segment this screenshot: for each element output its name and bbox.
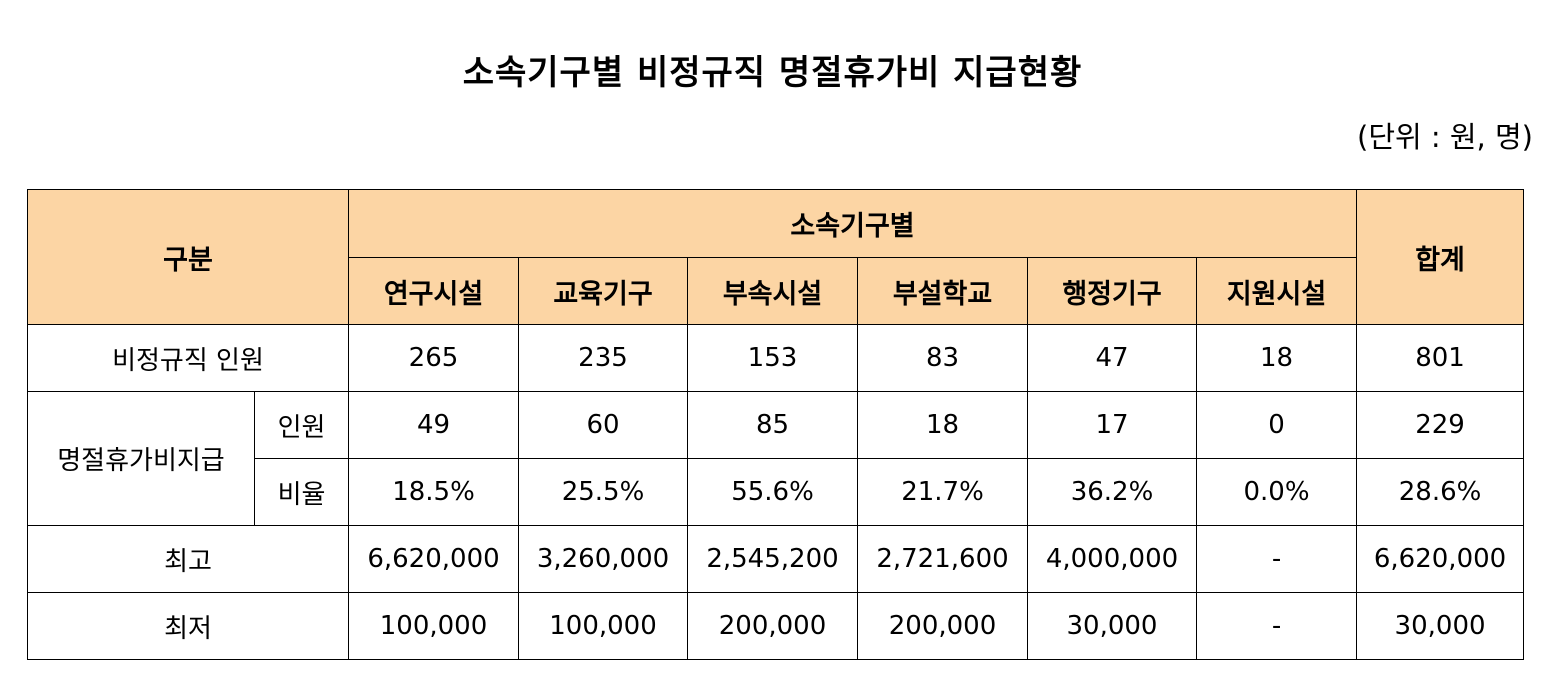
- table-cell: 21.7%: [857, 458, 1028, 526]
- row-label: 최고: [27, 525, 349, 593]
- table-row-staff: 비정규직 인원 265 235 153 83 47 18 801: [27, 324, 1525, 392]
- table-cell: -: [1195, 525, 1358, 593]
- table-cell: 60: [518, 391, 688, 459]
- table-cell: 49: [348, 391, 519, 459]
- total-cell: 30,000: [1356, 592, 1525, 660]
- table-cell: 18.5%: [348, 458, 519, 526]
- table-cell: 36.2%: [1027, 458, 1197, 526]
- table-cell: 18: [1195, 324, 1358, 392]
- table-cell: 17: [1027, 391, 1197, 459]
- table-cell: 0: [1195, 391, 1358, 459]
- column-header: 교육기구: [518, 257, 688, 325]
- table-cell: -: [1195, 592, 1358, 660]
- page-title: 소속기구별 비정규직 명절휴가비 지급현황: [462, 53, 1083, 93]
- table-cell: 200,000: [857, 592, 1028, 660]
- column-header: 부설학교: [857, 257, 1028, 325]
- table-cell: 4,000,000: [1027, 525, 1197, 593]
- row-sublabel: 인원: [254, 391, 349, 459]
- table-row-min: 최저 100,000 100,000 200,000 200,000 30,00…: [27, 592, 1525, 660]
- total-cell: 6,620,000: [1356, 525, 1525, 593]
- table-cell: 0.0%: [1195, 458, 1358, 526]
- total-cell: 28.6%: [1356, 458, 1525, 526]
- row-label: 비정규직 인원: [27, 324, 349, 392]
- row-group-label: 명절휴가비지급: [27, 391, 255, 526]
- payment-status-table: 구분 소속기구별 합계 연구시설 교육기구 부속시설 부설학교 행정기구 지원시…: [27, 189, 1525, 660]
- table-cell: 153: [687, 324, 858, 392]
- table-cell: 2,545,200: [687, 525, 858, 593]
- table-cell: 85: [687, 391, 858, 459]
- column-header: 행정기구: [1027, 257, 1197, 325]
- table-cell: 265: [348, 324, 519, 392]
- total-cell: 801: [1356, 324, 1525, 392]
- table-cell: 235: [518, 324, 688, 392]
- table-cell: 47: [1027, 324, 1197, 392]
- table-row-max: 최고 6,620,000 3,260,000 2,545,200 2,721,6…: [27, 525, 1525, 593]
- table-cell: 100,000: [348, 592, 519, 660]
- column-header: 부속시설: [687, 257, 858, 325]
- row-label: 최저: [27, 592, 349, 660]
- table-cell: 6,620,000: [348, 525, 519, 593]
- table-row-bonus-count: 명절휴가비지급 인원 49 60 85 18 17 0 229: [27, 391, 1525, 526]
- table-cell: 83: [857, 324, 1028, 392]
- row-sublabel: 비율: [254, 458, 349, 526]
- header-group: 소속기구별: [347, 189, 1358, 258]
- table-cell: 25.5%: [518, 458, 688, 526]
- header-total: 합계: [1356, 189, 1525, 325]
- header-row-1: 구분 소속기구별 합계: [27, 189, 1525, 325]
- table-row-bonus-ratio: 비율 18.5% 25.5% 55.6% 21.7% 36.2% 0.0% 28…: [28, 458, 1525, 526]
- table-cell: 3,260,000: [518, 525, 688, 593]
- column-header: 지원시설: [1195, 257, 1358, 325]
- header-category: 구분: [27, 189, 349, 325]
- column-header: 연구시설: [348, 257, 519, 325]
- table-cell: 55.6%: [687, 458, 858, 526]
- table-cell: 2,721,600: [857, 525, 1028, 593]
- table-cell: 30,000: [1027, 592, 1197, 660]
- table-cell: 100,000: [518, 592, 688, 660]
- unit-note: (단위 : 원, 명): [1357, 120, 1533, 154]
- table-cell: 18: [857, 391, 1028, 459]
- table-cell: 200,000: [687, 592, 858, 660]
- total-cell: 229: [1356, 391, 1525, 459]
- header-row-2: 연구시설 교육기구 부속시설 부설학교 행정기구 지원시설: [28, 257, 1524, 325]
